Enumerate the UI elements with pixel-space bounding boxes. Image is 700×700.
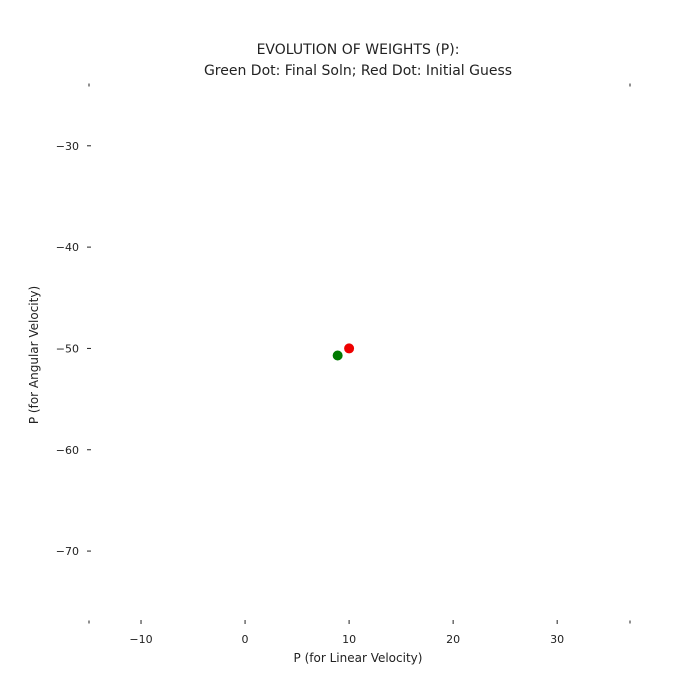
y-tick-label: −30	[56, 140, 79, 153]
x-tick-label: −10	[129, 633, 152, 646]
x-tick-label: 20	[446, 633, 460, 646]
y-tick-label: −40	[56, 241, 79, 254]
y-tick-label: −60	[56, 444, 79, 457]
y-tick-label: −70	[56, 545, 79, 558]
x-axis-label: P (for Linear Velocity)	[294, 651, 423, 665]
initial-guess-point	[344, 343, 355, 354]
y-axis-label: P (for Angular Velocity)	[27, 286, 41, 424]
y-tick-label: −50	[56, 342, 79, 355]
x-axis-ticks: −10 0 10 20 30	[129, 620, 564, 646]
chart-subtitle: Green Dot: Final Soln; Red Dot: Initial …	[204, 63, 512, 79]
y-axis-ticks: −30 −40 −50 −60 −70	[56, 140, 91, 558]
x-tick-label: 10	[342, 633, 356, 646]
x-tick-label: 30	[550, 633, 564, 646]
x-tick-label: 0	[242, 633, 249, 646]
data-points	[332, 343, 355, 361]
chart-title: EVOLUTION OF WEIGHTS (P):	[257, 42, 460, 58]
axes-frame-corners	[88, 83, 631, 624]
final-solution-point	[332, 350, 343, 361]
